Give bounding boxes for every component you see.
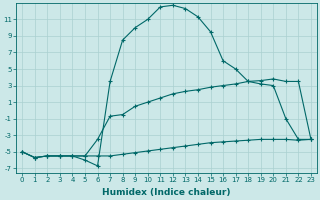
- X-axis label: Humidex (Indice chaleur): Humidex (Indice chaleur): [102, 188, 231, 197]
